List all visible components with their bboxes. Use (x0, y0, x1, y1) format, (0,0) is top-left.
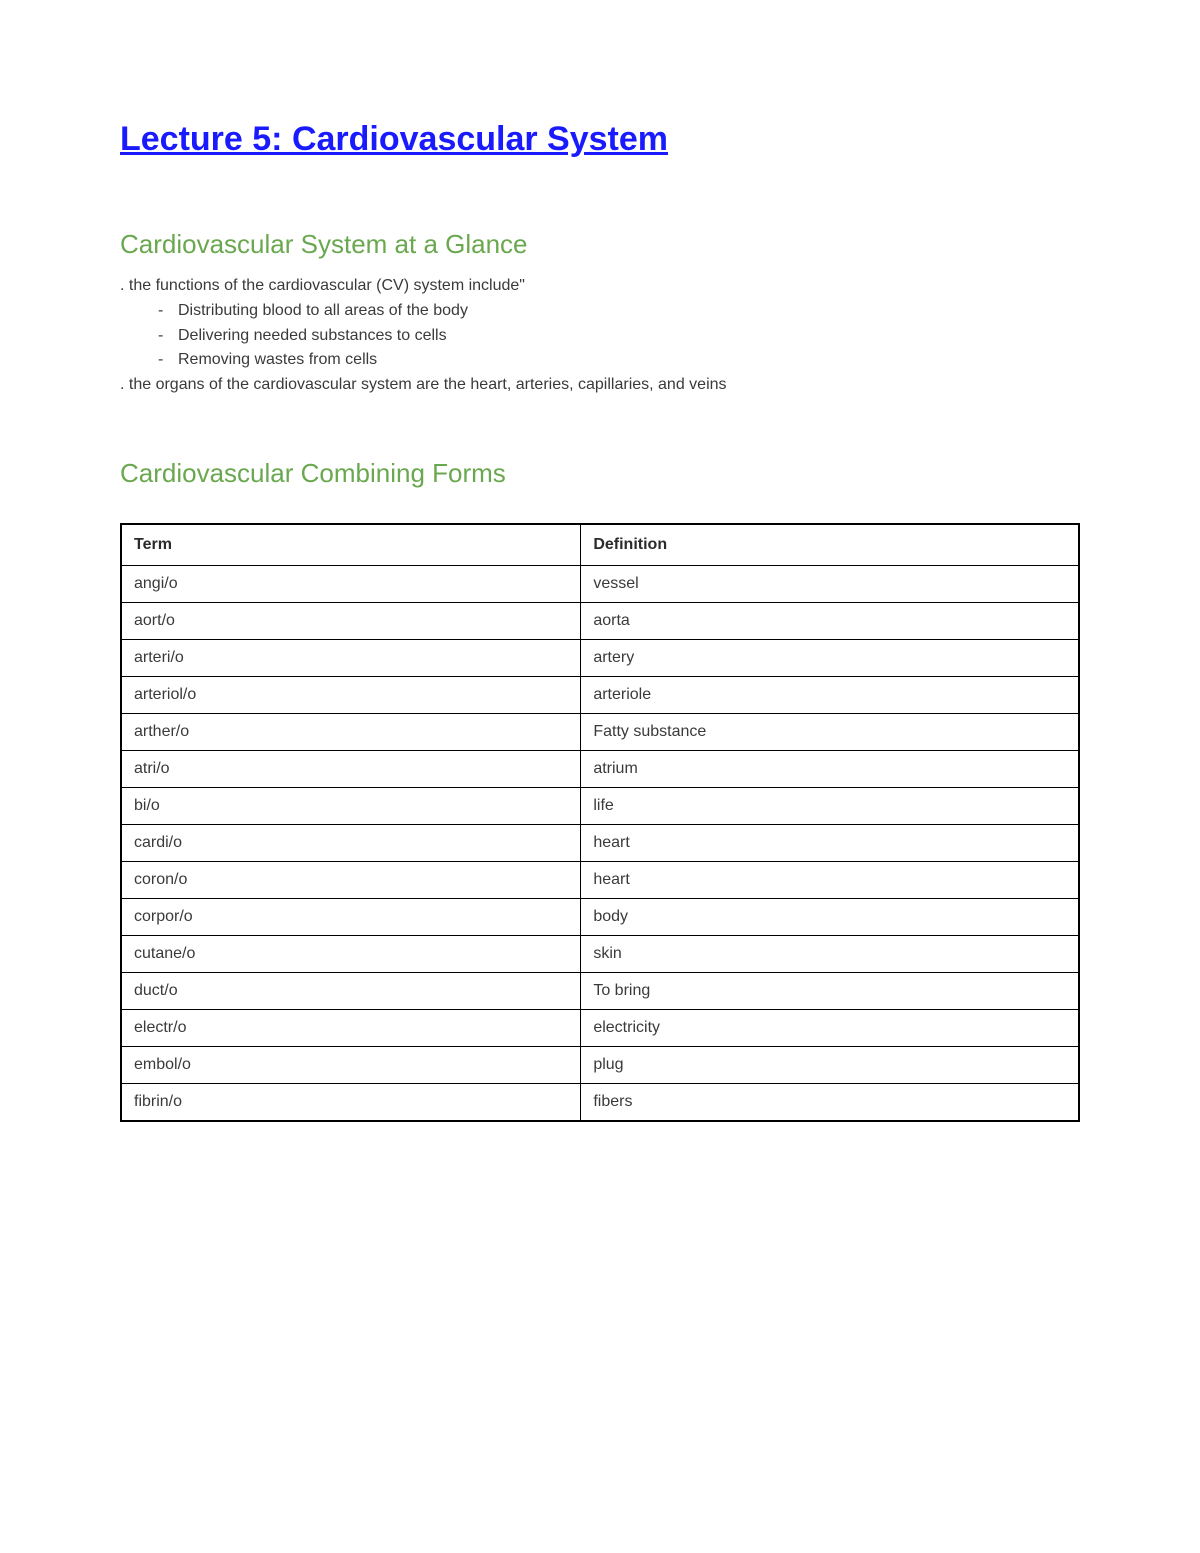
term-cell: embol/o (121, 1046, 581, 1083)
table-row: arteri/oartery (121, 639, 1079, 676)
definition-cell: vessel (581, 565, 1079, 602)
term-cell: angi/o (121, 565, 581, 602)
definition-cell: skin (581, 935, 1079, 972)
list-item: Distributing blood to all areas of the b… (178, 299, 1080, 324)
table-row: coron/oheart (121, 861, 1079, 898)
table-row: cardi/oheart (121, 824, 1079, 861)
term-cell: duct/o (121, 972, 581, 1009)
list-item: Delivering needed substances to cells (178, 324, 1080, 349)
definition-cell: fibers (581, 1083, 1079, 1121)
definition-cell: electricity (581, 1009, 1079, 1046)
definition-cell: heart (581, 861, 1079, 898)
table-row: atri/oatrium (121, 750, 1079, 787)
definition-cell: artery (581, 639, 1079, 676)
table-row: angi/ovessel (121, 565, 1079, 602)
table-row: aort/oaorta (121, 602, 1079, 639)
table-row: bi/olife (121, 787, 1079, 824)
section-heading-glance: Cardiovascular System at a Glance (120, 229, 1080, 260)
definition-cell: body (581, 898, 1079, 935)
table-header-definition: Definition (581, 524, 1079, 566)
combining-forms-table: Term Definition angi/ovesselaort/oaortaa… (120, 523, 1080, 1122)
term-cell: electr/o (121, 1009, 581, 1046)
term-cell: atri/o (121, 750, 581, 787)
definition-cell: aorta (581, 602, 1079, 639)
glance-body: . the functions of the cardiovascular (C… (120, 274, 1080, 398)
table-header-row: Term Definition (121, 524, 1079, 566)
table-row: electr/oelectricity (121, 1009, 1079, 1046)
definition-cell: To bring (581, 972, 1079, 1009)
table-row: fibrin/ofibers (121, 1083, 1079, 1121)
table-row: embol/oplug (121, 1046, 1079, 1083)
table-row: arther/oFatty substance (121, 713, 1079, 750)
combining-forms-table-wrap: Term Definition angi/ovesselaort/oaortaa… (120, 523, 1080, 1122)
term-cell: bi/o (121, 787, 581, 824)
table-row: arteriol/oarteriole (121, 676, 1079, 713)
list-item: Removing wastes from cells (178, 348, 1080, 373)
document-page: Lecture 5: Cardiovascular System Cardiov… (0, 0, 1200, 1553)
term-cell: fibrin/o (121, 1083, 581, 1121)
definition-cell: life (581, 787, 1079, 824)
term-cell: aort/o (121, 602, 581, 639)
functions-intro: . the functions of the cardiovascular (C… (120, 274, 1080, 299)
term-cell: arther/o (121, 713, 581, 750)
table-row: duct/oTo bring (121, 972, 1079, 1009)
organs-line: . the organs of the cardiovascular syste… (120, 373, 1080, 398)
term-cell: arteriol/o (121, 676, 581, 713)
functions-list: Distributing blood to all areas of the b… (120, 299, 1080, 373)
definition-cell: plug (581, 1046, 1079, 1083)
table-header-term: Term (121, 524, 581, 566)
term-cell: cutane/o (121, 935, 581, 972)
definition-cell: Fatty substance (581, 713, 1079, 750)
definition-cell: atrium (581, 750, 1079, 787)
term-cell: coron/o (121, 861, 581, 898)
term-cell: cardi/o (121, 824, 581, 861)
definition-cell: arteriole (581, 676, 1079, 713)
table-row: corpor/obody (121, 898, 1079, 935)
definition-cell: heart (581, 824, 1079, 861)
table-row: cutane/oskin (121, 935, 1079, 972)
term-cell: corpor/o (121, 898, 581, 935)
section-heading-combining-forms: Cardiovascular Combining Forms (120, 458, 1080, 489)
term-cell: arteri/o (121, 639, 581, 676)
page-title: Lecture 5: Cardiovascular System (120, 120, 1080, 159)
